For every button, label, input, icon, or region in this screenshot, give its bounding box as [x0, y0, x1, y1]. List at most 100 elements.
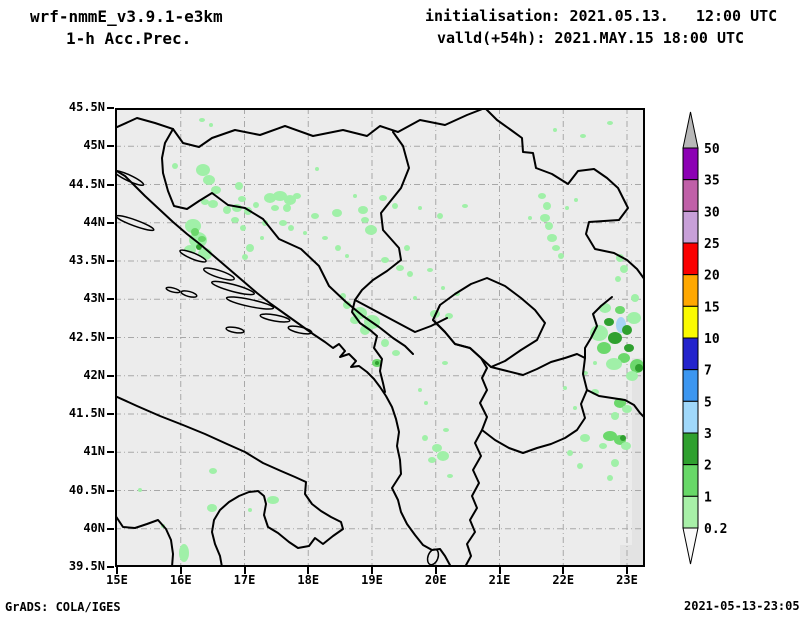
precip-cell: [606, 358, 622, 370]
model-title: wrf-nmmE_v3.9.1-e3km: [30, 7, 223, 26]
island-outline: [180, 290, 198, 298]
y-axis-tick-label: 42N: [83, 367, 105, 382]
precip-cell: [303, 231, 307, 235]
island-outline: [202, 267, 236, 281]
colorbar-tick-label: 5: [704, 395, 712, 410]
precip-cell: [565, 206, 569, 210]
x-axis-tick-label: 23E: [616, 573, 638, 587]
colorbar-segment: [682, 242, 699, 276]
valid-time-label: valld(+54h): 2021.MAY.15 18:00 UTC: [437, 29, 745, 47]
precip-cell: [392, 203, 398, 209]
colorbar-tick-label: 35: [704, 174, 720, 189]
precip-cell: [379, 195, 387, 201]
country-border: [161, 128, 414, 355]
precip-cell: [543, 202, 551, 210]
precip-cell: [201, 199, 209, 205]
precip-cell: [432, 444, 442, 452]
grads-credit: GrADS: COLA/IGES: [5, 600, 121, 614]
precip-cell: [599, 303, 611, 313]
precip-cell: [604, 318, 614, 326]
precip-cell: [322, 236, 328, 240]
precip-cell: [235, 182, 243, 190]
precip-cell: [528, 216, 532, 220]
y-axis-tick: [107, 566, 114, 568]
precip-cell: [611, 412, 619, 420]
x-axis-tick-label: 19E: [361, 573, 383, 587]
colorbar-under-triangle: [682, 527, 699, 565]
x-axis-tick-label: 16E: [169, 573, 192, 587]
precip-cell: [437, 451, 449, 461]
precip-cell: [563, 386, 567, 390]
colorbar-segment: [682, 274, 699, 307]
map-frame: [115, 108, 645, 567]
precip-cell: [353, 194, 357, 198]
precip-cell: [260, 236, 264, 240]
y-axis-tick-label: 39.5N: [68, 559, 105, 573]
precip-cell: [441, 286, 445, 290]
map-plot-area: [113, 107, 646, 568]
colorbar-tick-label: 0.2: [704, 522, 727, 537]
precip-cell: [196, 164, 210, 176]
precip-cell: [580, 134, 586, 138]
precip-cell: [264, 193, 276, 203]
x-axis-tick: [626, 567, 628, 574]
precip-cell: [361, 217, 369, 223]
y-axis-tick: [107, 260, 114, 262]
precip-cell: [413, 296, 417, 300]
y-axis-tick: [107, 527, 114, 530]
precip-cell: [621, 442, 631, 450]
precip-cell: [288, 225, 294, 231]
precip-cell: [198, 236, 206, 242]
precip-cell: [574, 198, 578, 202]
island-outline: [165, 286, 181, 294]
precip-cell: [311, 213, 319, 219]
island-outline: [259, 313, 291, 323]
x-axis-tick-label: 17E: [233, 573, 256, 587]
precip-cell: [608, 332, 622, 344]
colorbar-tick-label: 10: [704, 332, 720, 347]
country-border: [584, 296, 613, 359]
precip-cell: [547, 234, 557, 242]
precip-cell: [335, 245, 341, 251]
precip-cell: [635, 364, 643, 372]
precip-cell: [407, 271, 413, 277]
precip-cell: [209, 468, 217, 474]
colorbar-over-triangle: [682, 111, 699, 149]
colorbar-tick-label: 2: [704, 459, 712, 474]
precip-cell: [558, 253, 564, 259]
x-axis-tick: [243, 567, 246, 574]
precip-cell: [267, 496, 279, 504]
precip-cell: [271, 205, 279, 211]
precip-cell: [293, 193, 301, 199]
y-axis-tick-label: 42.5N: [68, 329, 105, 344]
precip-cell: [199, 118, 205, 122]
island-outline: [225, 296, 275, 310]
colorbar-tick-label: 25: [704, 237, 720, 252]
precip-cell: [203, 175, 215, 185]
x-axis-tick: [562, 567, 565, 574]
island-outline: [225, 326, 245, 334]
y-axis-tick: [107, 107, 114, 109]
precip-cell: [622, 325, 632, 335]
precip-cell: [615, 306, 625, 314]
precip-cell: [231, 217, 239, 223]
colorbar-segment: [682, 147, 699, 181]
precip-cell: [404, 245, 410, 251]
colorbar-segment: [682, 305, 699, 339]
precip-cell: [597, 342, 611, 354]
precip-cell: [418, 206, 422, 210]
precip-cell: [284, 195, 296, 205]
precip-cell: [618, 353, 630, 363]
precip-cell: [553, 128, 557, 132]
precip-cell: [253, 202, 259, 208]
y-axis-tick-label: 45.5N: [68, 100, 105, 114]
x-axis-tick: [498, 567, 501, 574]
x-axis-tick: [371, 567, 373, 574]
y-axis-tick-label: 43.5N: [68, 253, 105, 267]
colorbar-segment: [682, 464, 699, 497]
country-border: [484, 107, 646, 281]
precip-cell: [191, 228, 199, 236]
precip-cell: [179, 544, 189, 562]
y-axis-tick: [107, 221, 114, 224]
